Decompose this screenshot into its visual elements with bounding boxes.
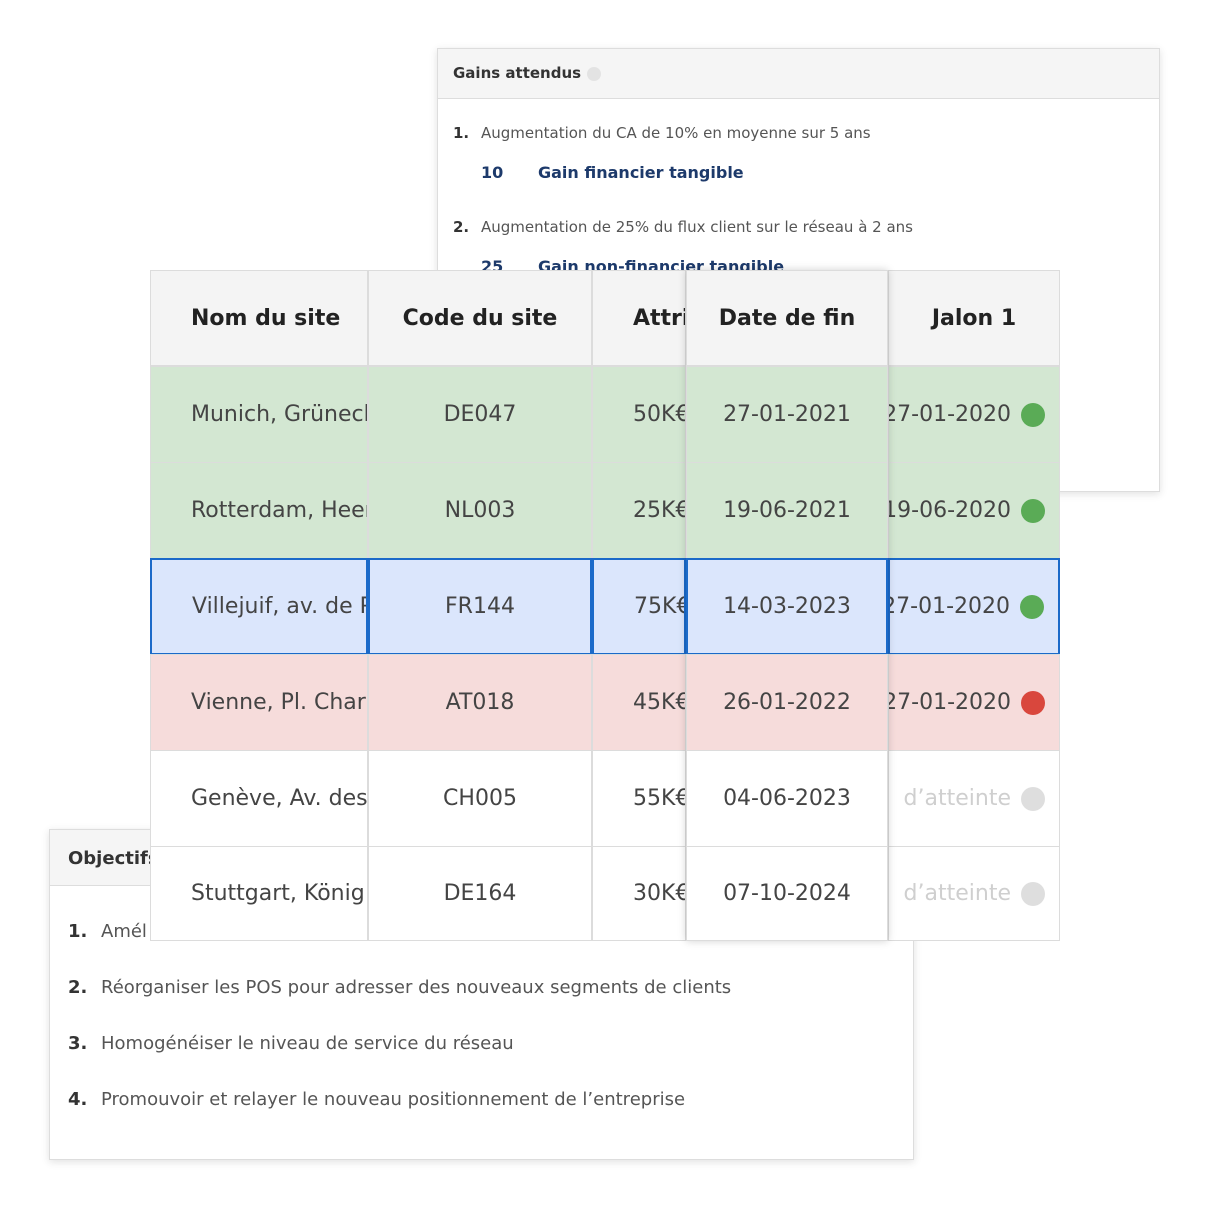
site-code-cell[interactable]: DE047 [368,366,592,463]
cell-text: d’atteinte [903,881,1011,906]
cell-text: 27-01-2020 [888,690,1011,715]
milestone-cell[interactable]: 19-06-2020 [888,462,1060,559]
item-text: Promouvoir et relayer le nouveau positio… [101,1089,686,1110]
gain-type: Gain financier tangible [538,163,744,182]
cell-text: 27-01-2020 [888,594,1010,619]
site-name-cell[interactable]: Vienne, Pl. Charl [150,654,368,751]
item-text: Amél [101,921,147,942]
column: Attri 50K€ 25K€ 75K€ 45K€ 55K€ 30K€ [592,270,686,941]
milestone-cell[interactable]: d’atteinte [888,750,1060,847]
column-header[interactable]: Jalon 1 [888,270,1060,366]
cell-text: Rotterdam, Heer [191,498,368,523]
attribution-cell[interactable]: 55K€ [592,750,686,847]
cell-text: 45K€ [633,690,686,715]
milestone-cell[interactable]: 27-01-2020 [888,654,1060,751]
site-name-cell[interactable]: Munich, Grüneck [150,366,368,463]
site-name-cell[interactable]: Stuttgart, König [150,846,368,941]
attribution-cell[interactable]: 45K€ [592,654,686,751]
item-number: 4. [68,1089,88,1110]
status-dot [1021,402,1045,427]
cell-text: AT018 [445,690,515,715]
cell-text: Vienne, Pl. Charl [191,690,368,715]
site-code-cell[interactable]: FR144 [368,558,592,655]
status-dot [1021,881,1045,906]
status-dot [1021,786,1045,811]
column-header[interactable]: Date de fin [686,270,888,366]
cell-text: NL003 [444,498,516,523]
item-text: Augmentation de 25% du flux client sur l… [481,218,913,236]
site-name-cell[interactable]: Villejuif, av. de P [150,558,368,655]
cell-text: Munich, Grüneck [191,402,368,427]
end-date-cell[interactable]: 26-01-2022 [686,654,888,751]
site-code-cell[interactable]: DE164 [368,846,592,941]
cell-text: 27-01-2020 [888,402,1011,427]
cell-text: 27-01-2021 [723,402,851,427]
gains-header: Gains attendus [438,49,1159,99]
info-icon[interactable] [587,66,602,81]
cell-text: 75K€ [634,594,686,619]
cell-text: 30K€ [633,881,686,906]
status-dot [1021,498,1045,523]
gains-title: Gains attendus [453,64,582,82]
cell-text: 26-01-2022 [723,690,851,715]
site-name-cell[interactable]: Rotterdam, Heer [150,462,368,559]
item-text: Homogénéiser le niveau de service du rés… [101,1033,514,1054]
end-date-cell[interactable]: 27-01-2021 [686,366,888,463]
site-code-cell[interactable]: AT018 [368,654,592,751]
cell-text: DE164 [443,881,517,906]
column: Code du site DE047 NL003 FR144 AT018 CH005 DE1… [368,270,592,941]
status-dot [1020,594,1044,619]
item-text: Augmentation du CA de 10% en moyenne sur… [481,124,871,142]
cell-text: Stuttgart, König [191,881,365,906]
cell-text: CH005 [443,786,517,811]
cell-text: 07-10-2024 [723,881,851,906]
item-number: 1. [68,921,88,942]
status-dot [1021,690,1045,715]
cell-text: 55K€ [633,786,686,811]
end-date-cell[interactable]: 19-06-2021 [686,462,888,559]
site-name-cell[interactable]: Genève, Av. des [150,750,368,847]
end-date-cell[interactable]: 07-10-2024 [686,846,888,941]
cell-text: 19-06-2020 [888,498,1011,523]
item-number: 2. [453,218,470,236]
column: Nom du site Munich, Grüneck Rotterdam, Hee… [150,270,368,941]
end-date-cell[interactable]: 04-06-2023 [686,750,888,847]
item-text: Réorganiser les POS pour adresser des no… [101,977,732,998]
end-date-cell[interactable]: 14-03-2023 [686,558,888,655]
cell-text: 50K€ [633,402,686,427]
attribution-cell[interactable]: 75K€ [592,558,686,655]
column-header[interactable]: Nom du site [150,270,368,366]
column-header[interactable]: Attri [592,270,686,366]
milestone-cell[interactable]: 27-01-2020 [888,558,1060,655]
cell-text: 14-03-2023 [723,594,851,619]
cell-text: 25K€ [633,498,686,523]
cell-text: FR144 [445,594,515,619]
cell-text: 04-06-2023 [723,786,851,811]
attribution-cell[interactable]: 50K€ [592,366,686,463]
cell-text: 19-06-2021 [723,498,851,523]
column-header[interactable]: Code du site [368,270,592,366]
item-number: 3. [68,1033,88,1054]
item-number: 2. [68,977,88,998]
gain-value: 10 [481,163,504,182]
cell-text: Villejuif, av. de P [192,594,368,619]
item-number: 1. [453,124,470,142]
site-code-cell[interactable]: CH005 [368,750,592,847]
sites-table: Nom du site Munich, Grüneck Rotterdam, Hee… [150,270,1060,941]
attribution-cell[interactable]: 25K€ [592,462,686,559]
column: Jalon 1 27-01-2020 19-06-2020 27-01-2020 27-… [888,270,1060,941]
cell-text: DE047 [443,402,517,427]
attribution-cell[interactable]: 30K€ [592,846,686,941]
site-code-cell[interactable]: NL003 [368,462,592,559]
cell-text: d’atteinte [903,786,1011,811]
cell-text: Genève, Av. des [191,786,368,811]
column: Date de fin 27-01-2021 19-06-2021 14-03-202… [686,270,888,941]
objectifs-title: Objectifs [68,848,159,869]
milestone-cell[interactable]: d’atteinte [888,846,1060,941]
milestone-cell[interactable]: 27-01-2020 [888,366,1060,463]
